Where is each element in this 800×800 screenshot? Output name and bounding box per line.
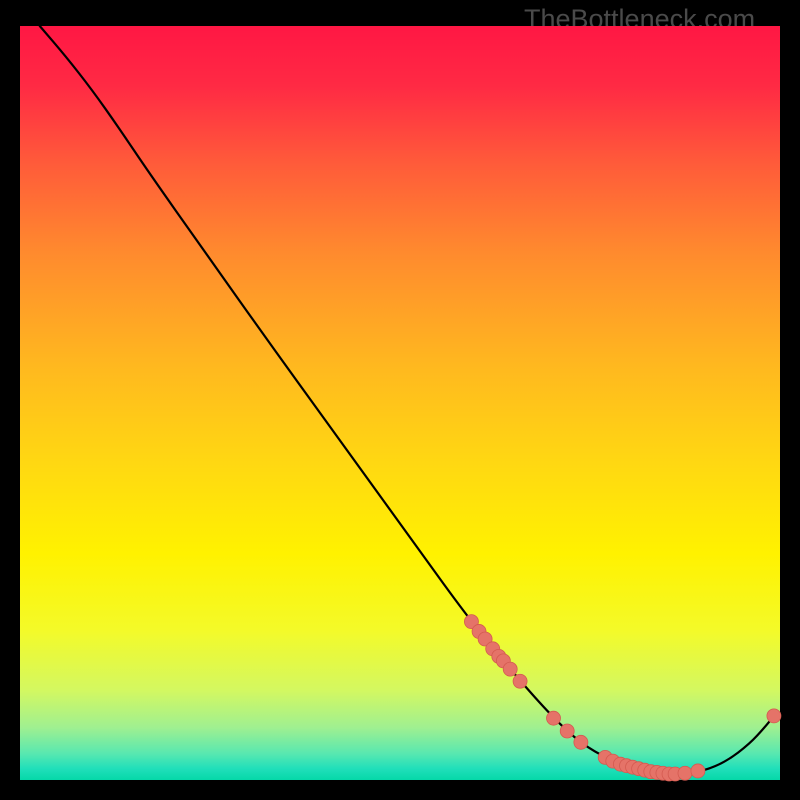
data-marker xyxy=(678,766,692,780)
data-marker xyxy=(691,764,705,778)
bottleneck-chart xyxy=(0,0,800,800)
data-marker xyxy=(547,711,561,725)
data-marker xyxy=(574,735,588,749)
data-marker xyxy=(513,674,527,688)
gradient-background xyxy=(20,26,780,780)
data-marker xyxy=(767,709,781,723)
data-marker xyxy=(503,662,517,676)
data-marker xyxy=(560,724,574,738)
